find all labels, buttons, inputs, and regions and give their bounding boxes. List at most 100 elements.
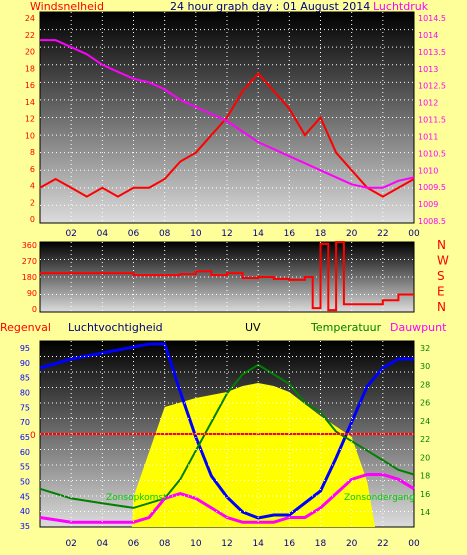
pressure-tick-label: 1011 (418, 132, 438, 141)
humidity-tick-label: 75 (20, 403, 30, 412)
direction-series (40, 241, 414, 312)
x-tick-label: 20 (346, 539, 358, 549)
pressure-label: Luchtdruk (373, 0, 429, 13)
x-tick-label: 22 (377, 539, 388, 549)
wind-series (39, 39, 415, 198)
direction-tick-label: 180 (22, 273, 37, 282)
temperature-tick-label: 16 (420, 490, 430, 499)
humidity-tick-label: 60 (20, 448, 30, 457)
wind-label: Windsnelheid (30, 0, 104, 13)
humidity-tick-label: 45 (20, 492, 30, 501)
dewpoint-label: Dauwpunt (390, 321, 447, 334)
x-tick-label: 18 (315, 229, 327, 239)
wind-direction-line (40, 241, 414, 312)
pressure-tick-label: 1009.5 (418, 183, 446, 192)
temperature-y-ticks: 14 16 18 20 22 24 26 28 30 32 (420, 344, 430, 517)
direction-tick-label: 90 (27, 289, 37, 298)
x-tick-label: 02 (65, 229, 76, 239)
humidity-tick-label: 55 (20, 463, 30, 472)
wind-x-ticks: 02 04 06 08 10 12 14 16 18 20 22 00 (65, 229, 420, 239)
humidity-tick-label: 80 (20, 389, 30, 398)
direction-y-ticks: 0 90 180 270 360 (22, 241, 37, 314)
pressure-tick-label: 1012 (418, 99, 438, 108)
uv-label: UV (245, 321, 261, 334)
compass-label: S (437, 269, 445, 283)
x-tick-label: 14 (252, 229, 264, 239)
x-tick-label: 04 (97, 539, 109, 549)
x-tick-label: 18 (315, 539, 327, 549)
temperature-tick-label: 20 (420, 453, 430, 462)
x-tick-label: 00 (408, 539, 420, 549)
sunset-label: Zonsondergang (344, 493, 415, 503)
wind-speed-line (39, 71, 415, 198)
pressure-tick-label: 1010.5 (418, 149, 446, 158)
wind-tick-label: 14 (25, 98, 35, 107)
humidity-tick-label: 65 (20, 433, 30, 442)
humidity-tick-label: 85 (20, 374, 30, 383)
humidity-y-ticks: 35 40 45 50 55 60 65 70 75 80 85 90 95 (20, 344, 30, 531)
pressure-line (40, 39, 415, 189)
wind-tick-label: 22 (25, 31, 35, 40)
x-tick-label: 16 (284, 229, 296, 239)
wind-tick-label: 0 (30, 215, 35, 224)
temperature-tick-label: 14 (420, 508, 430, 517)
x-tick-label: 10 (190, 229, 202, 239)
wind-tick-label: 6 (30, 165, 35, 174)
x-tick-label: 08 (159, 229, 171, 239)
sunrise-label: Zonsopkomst (106, 493, 167, 503)
wind-tick-label: 16 (25, 81, 35, 90)
temperature-tick-label: 28 (420, 380, 430, 389)
wind-tick-label: 4 (30, 182, 35, 191)
pressure-tick-label: 1010 (418, 166, 438, 175)
temperature-line (39, 363, 415, 509)
x-tick-label: 12 (221, 229, 232, 239)
rain-label: Regenval (0, 321, 51, 334)
temperature-tick-label: 18 (420, 472, 430, 481)
pressure-tick-label: 1013 (418, 65, 438, 74)
x-tick-label: 04 (97, 229, 109, 239)
pressure-tick-label: 1009 (418, 200, 438, 209)
wind-tick-label: 12 (25, 115, 35, 124)
compass-label: E (437, 285, 445, 299)
direction-tick-label: 360 (22, 241, 37, 250)
wind-tick-label: 10 (25, 131, 35, 140)
direction-tick-label: 0 (32, 305, 37, 314)
rain-value: 0 (30, 431, 36, 441)
humidity-tick-label: 70 (20, 418, 30, 427)
humidity-tick-label: 40 (20, 507, 30, 516)
chart-title: 24 hour graph day : 01 August 2014 (170, 0, 370, 13)
x-tick-label: 06 (128, 229, 140, 239)
temperature-label: Temperatuur (310, 321, 382, 334)
temperature-tick-label: 32 (420, 344, 430, 353)
pressure-tick-label: 1014 (418, 31, 438, 40)
compass-label: N (437, 300, 446, 314)
wind-tick-label: 2 (30, 198, 35, 207)
wind-tick-label: 8 (30, 148, 35, 157)
temperature-tick-label: 30 (420, 362, 430, 371)
wind-tick-label: 18 (25, 64, 35, 73)
dewpoint-line (39, 473, 415, 524)
x-tick-label: 02 (65, 539, 76, 549)
temperature-tick-label: 24 (420, 417, 430, 426)
pressure-tick-label: 1008.5 (418, 217, 446, 226)
x-tick-label: 16 (284, 539, 296, 549)
pressure-tick-label: 1013.5 (418, 48, 446, 57)
humidity-line (39, 342, 414, 520)
humidity-tick-label: 50 (20, 478, 30, 487)
pressure-tick-label: 1011.5 (418, 116, 446, 125)
x-tick-label: 22 (377, 229, 388, 239)
temperature-tick-label: 26 (420, 399, 430, 408)
pressure-y-ticks: 1008.5 1009 1009.5 1010 1010.5 1011 1011.5 1012… (418, 14, 446, 226)
wind-tick-label: 24 (25, 14, 35, 23)
x-tick-label: 14 (252, 539, 264, 549)
climate-x-ticks: 02 04 06 08 10 12 14 16 18 20 22 00 (65, 539, 420, 549)
temperature-tick-label: 22 (420, 435, 430, 444)
humidity-tick-label: 95 (20, 344, 30, 353)
x-tick-label: 10 (190, 539, 202, 549)
pressure-tick-label: 1014.5 (418, 14, 446, 23)
x-tick-label: 20 (346, 229, 358, 239)
x-tick-label: 12 (221, 539, 232, 549)
